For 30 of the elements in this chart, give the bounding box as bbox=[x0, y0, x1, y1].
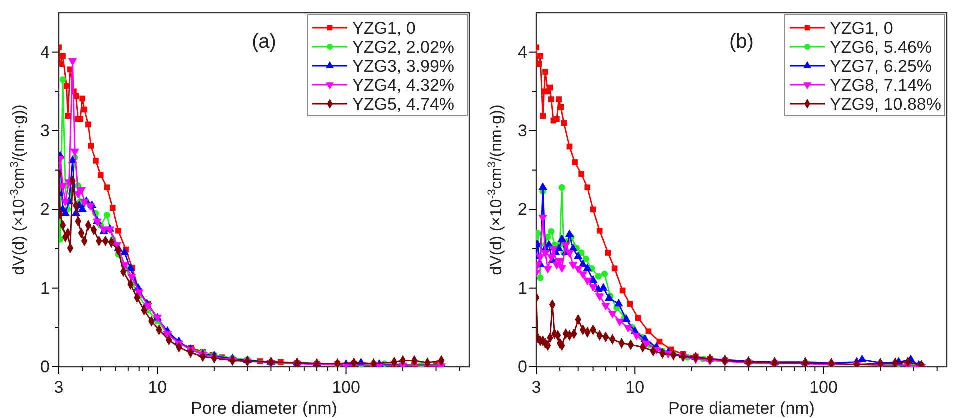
legend-label: YZG4, 4.32% bbox=[352, 76, 455, 95]
legend-label: YZG9, 10.88% bbox=[830, 95, 942, 114]
y-tick-label: 3 bbox=[518, 121, 528, 140]
legend-label: YZG1, 0 bbox=[830, 19, 894, 38]
x-tick-label: 100 bbox=[332, 378, 360, 397]
y-tick-label: 1 bbox=[518, 278, 528, 298]
legend-label: YZG2, 2.02% bbox=[352, 38, 455, 57]
y-tick-label: 4 bbox=[40, 42, 50, 62]
legend-label: YZG3, 3.99% bbox=[352, 57, 455, 76]
x-tick-label: 3 bbox=[54, 378, 64, 397]
x-axis-title: Pore diameter (nm) bbox=[191, 399, 338, 418]
legend-label: YZG5, 4.74% bbox=[352, 95, 455, 114]
y-tick-label: 4 bbox=[518, 42, 528, 62]
y-tick-label: 1 bbox=[40, 278, 50, 298]
x-tick-label: 3 bbox=[532, 378, 542, 397]
y-tick-label: 0 bbox=[518, 357, 528, 376]
x-tick-label: 10 bbox=[626, 378, 645, 397]
y-tick-label: 2 bbox=[40, 200, 50, 220]
legend-label: YZG7, 6.25% bbox=[830, 57, 932, 76]
y-tick-label: 0 bbox=[40, 357, 50, 376]
legend-label: YZG8, 7.14% bbox=[830, 76, 932, 95]
x-axis-title: Pore diameter (nm) bbox=[668, 399, 815, 418]
y-tick-label: 3 bbox=[40, 121, 50, 140]
y-tick-label: 2 bbox=[518, 200, 528, 220]
legend-label: YZG1, 0 bbox=[352, 19, 416, 38]
x-tick-label: 100 bbox=[810, 378, 838, 397]
annotation: (b) bbox=[730, 31, 754, 53]
annotation: (a) bbox=[252, 31, 276, 53]
x-tick-label: 10 bbox=[148, 378, 168, 397]
legend-label: YZG6, 5.46% bbox=[830, 38, 932, 57]
